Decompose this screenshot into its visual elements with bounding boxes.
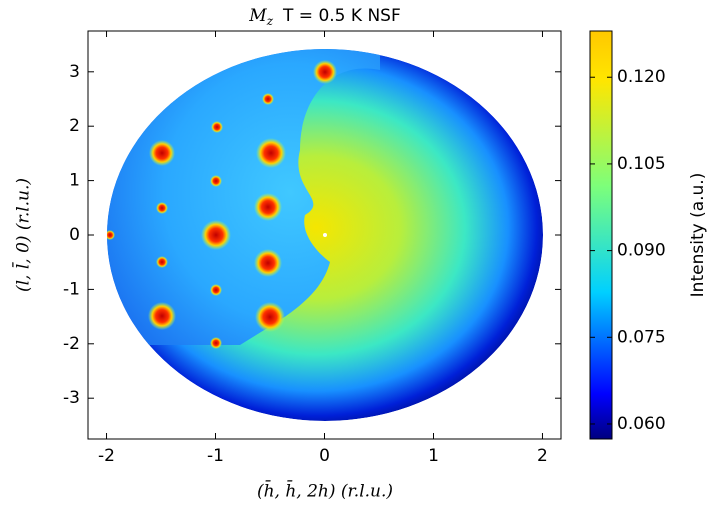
colorbar-label: Intensity (a.u.)	[688, 173, 708, 298]
colorbar-tick-label: 0.060	[617, 414, 666, 434]
colorbar	[589, 30, 613, 440]
y-tick-label: 0	[69, 225, 80, 245]
bragg-peaks	[107, 60, 337, 349]
y-tick-label: 2	[69, 116, 80, 136]
x-tick-label: -2	[98, 446, 115, 466]
colorbar-tick-label: 0.105	[617, 154, 666, 174]
colorbar-tick-label: 0.090	[617, 241, 666, 261]
intensity-map	[107, 49, 543, 421]
x-tick-label: 1	[428, 446, 439, 466]
colorbar-tick-label: 0.120	[617, 67, 666, 87]
y-tick-label: -2	[63, 334, 80, 354]
colorbar-tick-label: 0.075	[617, 327, 666, 347]
x-tick-label: 0	[319, 446, 330, 466]
x-axis-label: (h̄, h̄, 2h) (r.l.u.)	[257, 479, 393, 502]
chart-title: Mz T = 0.5 K NSF	[248, 6, 400, 28]
title-text: T = 0.5 K NSF	[282, 6, 401, 26]
y-axis-label: (l, l̄, 0) (r.l.u.)	[11, 178, 34, 292]
title-symbol: M	[248, 6, 267, 26]
y-tick-label: 3	[69, 62, 80, 82]
title-subscript: z	[266, 14, 274, 28]
x-tick-label: 2	[537, 446, 548, 466]
y-tick-label: -3	[63, 388, 80, 408]
y-tick-label: -1	[63, 279, 80, 299]
y-tick-label: 1	[69, 171, 80, 191]
x-tick-label: -1	[207, 446, 224, 466]
